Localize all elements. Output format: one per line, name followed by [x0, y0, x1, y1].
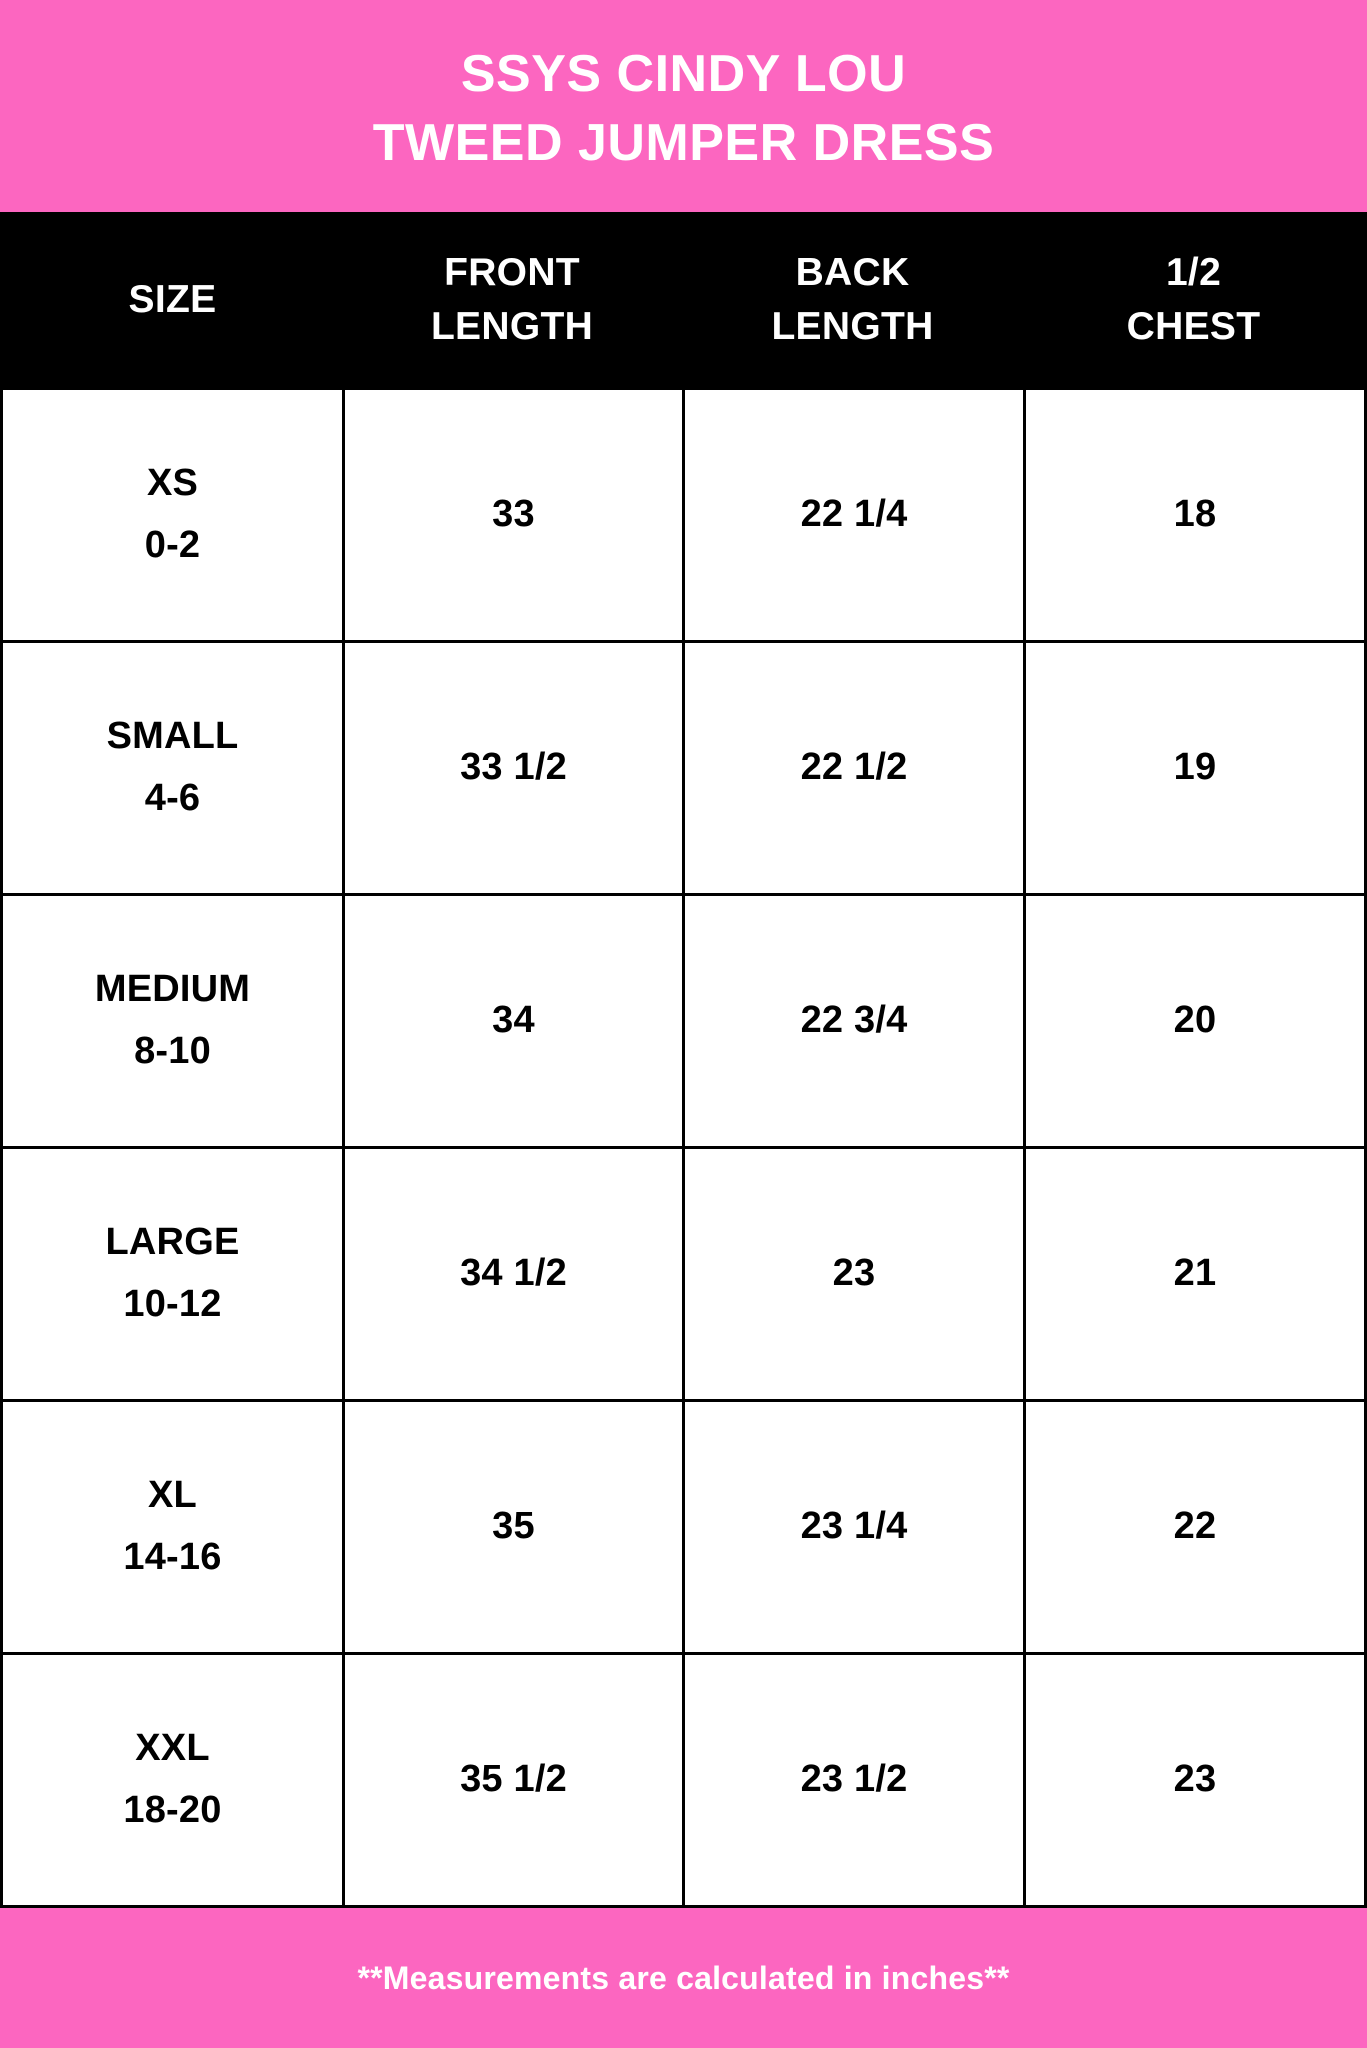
cell-back-length: 22 1/4: [682, 390, 1023, 640]
size-range: 0-2: [144, 524, 201, 566]
cell-back-length: 23 1/2: [682, 1655, 1023, 1905]
size-name: SMALL: [106, 715, 239, 758]
cell-back-length: 23: [682, 1149, 1023, 1399]
table-row: SMALL 4-6 33 1/2 22 1/2 19: [3, 643, 1364, 896]
cell-half-chest: 21: [1023, 1149, 1364, 1399]
measurement-units-note: **Measurements are calculated in inches*…: [357, 1959, 1010, 1996]
cell-front-length: 35: [342, 1402, 682, 1652]
column-header-half-chest-line1: 1/2: [1165, 250, 1222, 294]
row-size-label: XXL 18-20: [3, 1655, 342, 1905]
table-row: MEDIUM 8-10 34 22 3/4 20: [3, 896, 1364, 1149]
column-header-half-chest: 1/2 CHEST: [1023, 212, 1364, 387]
table-row: XXL 18-20 35 1/2 23 1/2 23: [3, 1655, 1364, 1908]
size-name: XS: [146, 462, 199, 505]
column-header-front-length-line2: LENGTH: [430, 304, 594, 348]
cell-half-chest: 18: [1023, 390, 1364, 640]
cell-front-length: 34 1/2: [342, 1149, 682, 1399]
size-name: XL: [148, 1474, 197, 1517]
size-range: 8-10: [134, 1030, 211, 1072]
row-size-label: LARGE 10-12: [3, 1149, 342, 1399]
column-header-size: SIZE: [3, 212, 342, 387]
product-title-line-1: SSYS CINDY LOU: [460, 45, 907, 104]
size-range: 10-12: [123, 1283, 222, 1325]
size-range: 18-20: [123, 1789, 222, 1831]
column-header-half-chest-line2: CHEST: [1126, 304, 1261, 348]
cell-front-length: 33 1/2: [342, 643, 682, 893]
table-header-row: SIZE FRONT LENGTH BACK LENGTH 1/2 CHEST: [3, 212, 1364, 390]
title-banner: SSYS CINDY LOU TWEED JUMPER DRESS: [0, 0, 1367, 212]
column-header-front-length: FRONT LENGTH: [342, 212, 682, 387]
cell-front-length: 34: [342, 896, 682, 1146]
cell-back-length: 22 1/2: [682, 643, 1023, 893]
column-header-size-line1: SIZE: [128, 277, 217, 321]
column-header-back-length-line2: LENGTH: [771, 304, 934, 348]
table-row: XL 14-16 35 23 1/4 22: [3, 1402, 1364, 1655]
footer-banner: **Measurements are calculated in inches*…: [0, 1908, 1367, 2048]
row-size-label: XL 14-16: [3, 1402, 342, 1652]
cell-half-chest: 20: [1023, 896, 1364, 1146]
row-size-label: XS 0-2: [3, 390, 342, 640]
size-name: MEDIUM: [94, 968, 251, 1011]
cell-half-chest: 23: [1023, 1655, 1364, 1905]
cell-back-length: 23 1/4: [682, 1402, 1023, 1652]
size-range: 14-16: [123, 1536, 222, 1578]
size-name: LARGE: [105, 1221, 240, 1264]
cell-front-length: 33: [342, 390, 682, 640]
size-name: XXL: [135, 1727, 210, 1770]
product-title-line-2: TWEED JUMPER DRESS: [372, 114, 995, 172]
cell-front-length: 35 1/2: [342, 1655, 682, 1905]
column-header-back-length: BACK LENGTH: [682, 212, 1023, 387]
column-header-back-length-line1: BACK: [795, 250, 910, 294]
row-size-label: MEDIUM 8-10: [3, 896, 342, 1146]
cell-back-length: 22 3/4: [682, 896, 1023, 1146]
cell-half-chest: 19: [1023, 643, 1364, 893]
column-header-front-length-line1: FRONT: [444, 250, 580, 294]
cell-half-chest: 22: [1023, 1402, 1364, 1652]
table-row: LARGE 10-12 34 1/2 23 21: [3, 1149, 1364, 1402]
size-range: 4-6: [144, 777, 201, 819]
table-row: XS 0-2 33 22 1/4 18: [3, 390, 1364, 643]
measurements-table: SIZE FRONT LENGTH BACK LENGTH 1/2 CHEST …: [0, 212, 1367, 1908]
row-size-label: SMALL 4-6: [3, 643, 342, 893]
